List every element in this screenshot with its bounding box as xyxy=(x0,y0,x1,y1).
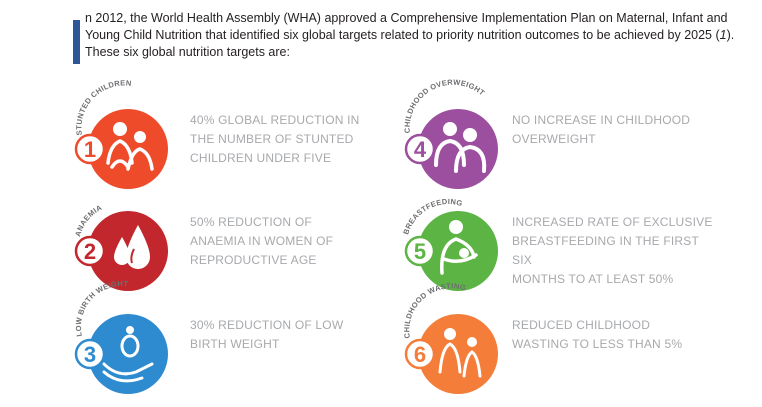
target-5-icon-badge: BREASTFEEDING 5 xyxy=(400,195,500,295)
target-2-line-1: 50% REDUCTION OF xyxy=(190,215,312,229)
target-1-icon-badge: STUNTED CHILDREN 1 xyxy=(70,78,170,193)
target-5-line-1: INCREASED RATE OF EXCLUSIVE xyxy=(512,215,713,229)
target-4-line-1: NO INCREASE IN CHILDHOOD xyxy=(512,113,691,127)
target-4-icon-badge: CHILDHOOD OVERWEIGHT 4 xyxy=(400,78,500,193)
target-2-description: 50% REDUCTION OF ANAEMIA IN WOMEN OF REP… xyxy=(190,213,380,270)
target-5-circle xyxy=(418,211,498,291)
target-6-line-1: REDUCED CHILDHOOD xyxy=(512,318,651,332)
target-1-line-3: CHILDREN UNDER FIVE xyxy=(190,151,332,165)
target-5: BREASTFEEDING 5 INCREASED RATE OF EXCLUS… xyxy=(400,195,730,295)
target-5-line-3: MONTHS TO AT LEAST 50% xyxy=(512,272,674,286)
target-2-line-3: REPRODUCTIVE AGE xyxy=(190,253,317,267)
target-1: STUNTED CHILDREN 1 40% GLOBAL REDUCTION … xyxy=(70,78,400,193)
target-1-line-2: THE NUMBER OF STUNTED xyxy=(190,132,354,146)
target-3: LOW BIRTH WEIGHT 3 30% REDUCTION OF LOW … xyxy=(70,279,400,398)
children-icon xyxy=(106,122,154,171)
target-4-number: 4 xyxy=(414,137,427,162)
target-1-description: 40% GLOBAL REDUCTION IN THE NUMBER OF ST… xyxy=(190,111,380,168)
target-5-description: INCREASED RATE OF EXCLUSIVE BREASTFEEDIN… xyxy=(512,213,722,289)
intro-reference: 1 xyxy=(719,28,727,42)
target-3-description: 30% REDUCTION OF LOW BIRTH WEIGHT xyxy=(190,316,380,354)
intro-accent-bar xyxy=(73,20,80,64)
target-2-number: 2 xyxy=(84,239,96,264)
target-2: ANAEMIA 2 50% REDUCTION OF ANAEMIA IN WO… xyxy=(70,195,400,295)
intro-text-part-1: n 2012, the World Health Assembly (WHA) … xyxy=(85,11,728,42)
target-3-number: 3 xyxy=(84,342,96,367)
intro-text-part-2: ). These six global nutrition targets ar… xyxy=(85,28,735,59)
target-2-icon-badge: ANAEMIA 2 xyxy=(70,195,170,295)
target-1-number: 1 xyxy=(84,137,96,162)
target-3-line-2: BIRTH WEIGHT xyxy=(190,337,280,351)
target-5-line-2: BREASTFEEDING IN THE FIRST SIX xyxy=(512,234,699,267)
target-6-description: REDUCED CHILDHOOD WASTING TO LESS THAN 5… xyxy=(512,316,722,354)
target-4-description: NO INCREASE IN CHILDHOOD OVERWEIGHT xyxy=(512,111,722,149)
target-1-line-1: 40% GLOBAL REDUCTION IN xyxy=(190,113,360,127)
overweight-children-icon xyxy=(434,122,487,173)
intro-text: n 2012, the World Health Assembly (WHA) … xyxy=(85,10,743,61)
target-6-line-2: WASTING TO LESS THAN 5% xyxy=(512,337,683,351)
target-2-line-2: ANAEMIA IN WOMEN OF xyxy=(190,234,334,248)
target-3-line-1: 30% REDUCTION OF LOW xyxy=(190,318,344,332)
target-5-number: 5 xyxy=(414,239,426,264)
target-3-icon-badge: LOW BIRTH WEIGHT 3 xyxy=(70,279,170,398)
wasting-children-icon xyxy=(438,328,482,378)
intro-paragraph: n 2012, the World Health Assembly (WHA) … xyxy=(73,10,743,61)
target-4-circle xyxy=(418,109,498,189)
baby-in-hand-icon xyxy=(102,326,154,383)
target-4-line-2: OVERWEIGHT xyxy=(512,132,596,146)
target-6: CHILDHOOD WASTING 6 REDUCED CHILDHOOD WA… xyxy=(400,281,730,398)
target-6-icon-badge: CHILDHOOD WASTING 6 xyxy=(400,281,500,398)
target-4: CHILDHOOD OVERWEIGHT 4 NO INCREASE IN CH… xyxy=(400,78,730,193)
blood-drops-icon xyxy=(114,225,150,269)
breastfeeding-icon xyxy=(440,220,478,275)
target-6-number: 6 xyxy=(414,342,426,367)
